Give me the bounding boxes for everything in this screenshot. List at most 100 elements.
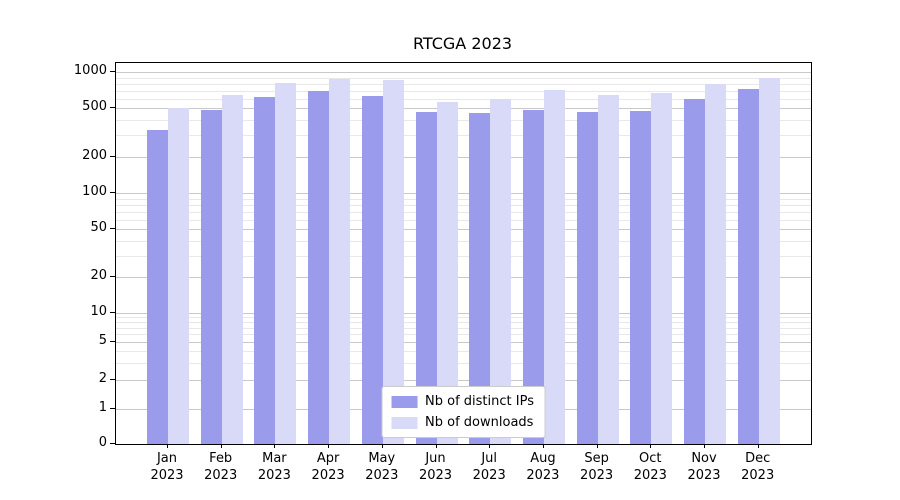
x-tick-mark: [381, 444, 383, 448]
bar-distinct-ips: [415, 111, 437, 444]
y-tick-label: 2: [98, 371, 107, 387]
legend-swatch-distinct-ips: [391, 395, 418, 408]
y-tick-label: 100: [82, 184, 107, 199]
gridline-major: [116, 341, 811, 343]
y-tick-label: 20: [90, 267, 107, 283]
gridline-minor: [116, 317, 811, 319]
y-tick-mark: [110, 443, 115, 444]
gridline-minor: [116, 363, 811, 365]
gridline-major: [116, 156, 811, 158]
x-tick-month: Feb: [209, 451, 233, 466]
x-tick-year: 2023: [204, 468, 238, 483]
x-tick-mark: [542, 444, 544, 448]
x-tick-mark: [596, 444, 598, 448]
x-tick-month: Nov: [691, 451, 717, 466]
chart-title: RTCGA 2023: [412, 34, 513, 53]
gridline-minor: [116, 240, 811, 242]
bar-downloads: [758, 78, 780, 444]
bar-distinct-ips: [576, 111, 598, 444]
y-tick-mark: [110, 228, 115, 230]
bar-distinct-ips: [308, 90, 330, 444]
x-tick-label: Dec 2023: [723, 450, 793, 484]
bar-distinct-ips: [522, 109, 544, 444]
x-tick-mark: [489, 444, 491, 448]
x-tick-label: Apr 2023: [293, 450, 363, 484]
x-tick-year: 2023: [472, 468, 506, 483]
gridline-minor: [116, 327, 811, 329]
gridline-minor: [116, 204, 811, 206]
x-tick-label: Oct 2023: [615, 450, 685, 484]
y-tick-label: 500: [82, 99, 107, 115]
y-tick-label: 1: [98, 400, 107, 415]
bar-downloads: [543, 90, 565, 444]
y-tick-label: 50: [90, 220, 107, 236]
y-tick-mark: [110, 312, 115, 313]
bar-downloads: [168, 107, 189, 444]
bar-distinct-ips: [737, 88, 759, 444]
x-tick-month: Mar: [262, 451, 287, 466]
gridline-minor: [116, 83, 811, 85]
bar-distinct-ips: [254, 97, 276, 444]
legend: Nb of distinct IPs Nb of downloads: [381, 386, 546, 438]
gridline-major: [116, 380, 811, 382]
gridline-minor: [116, 198, 811, 200]
bar-distinct-ips: [200, 109, 222, 444]
bar-downloads: [221, 94, 243, 444]
x-tick-label: Jan 2023: [132, 450, 202, 484]
x-tick-mark: [167, 444, 168, 448]
y-tick-label: 5: [98, 332, 107, 348]
x-tick-month: Aug: [530, 451, 556, 466]
x-tick-year: 2023: [580, 468, 614, 483]
x-tick-label: Feb 2023: [186, 450, 256, 484]
y-tick-mark: [110, 408, 115, 409]
x-tick-month: May: [368, 451, 396, 466]
bar-distinct-ips: [469, 112, 491, 444]
gridline-minor: [116, 98, 811, 100]
legend-swatch-downloads: [391, 416, 418, 429]
y-tick-mark: [110, 379, 115, 381]
gridline-minor: [116, 90, 811, 92]
x-tick-year: 2023: [150, 468, 184, 483]
x-tick-year: 2023: [687, 468, 721, 483]
x-tick-mark: [274, 444, 276, 448]
x-tick-year: 2023: [741, 468, 775, 483]
gridline-minor: [116, 77, 811, 79]
y-tick-label: 1000: [73, 63, 107, 78]
x-tick-label: Jun 2023: [401, 450, 471, 484]
plot-area: Nb of distinct IPs Nb of downloads: [115, 62, 812, 445]
x-tick-mark: [435, 444, 437, 448]
x-tick-month: Jul: [481, 451, 498, 466]
x-tick-mark: [757, 444, 759, 448]
bar-downloads: [275, 83, 297, 444]
bar-downloads: [436, 101, 458, 444]
y-tick-mark: [110, 275, 115, 277]
x-tick-month: Oct: [639, 451, 662, 466]
y-tick-mark: [110, 107, 115, 109]
gridline-major: [116, 72, 811, 73]
x-tick-year: 2023: [633, 468, 667, 483]
gridline-minor: [116, 334, 811, 336]
bar-downloads: [329, 78, 351, 444]
y-tick-label: 0: [98, 435, 107, 450]
x-tick-label: Sep 2023: [562, 450, 632, 484]
legend-label-downloads: Nb of downloads: [425, 415, 534, 430]
x-tick-label: Jul 2023: [454, 450, 524, 484]
y-tick-label: 200: [82, 147, 107, 163]
gridline-minor: [116, 135, 811, 137]
y-tick-label: 10: [90, 304, 107, 319]
legend-entry-downloads: Nb of downloads: [391, 415, 534, 430]
bar-distinct-ips: [147, 130, 168, 444]
legend-entry-distinct-ips: Nb of distinct IPs: [391, 394, 534, 409]
gridline-major: [116, 229, 811, 231]
x-tick-mark: [220, 444, 222, 448]
x-tick-label: Aug 2023: [508, 450, 578, 484]
x-tick-year: 2023: [311, 468, 345, 483]
x-tick-month: Dec: [745, 451, 771, 466]
x-tick-month: Apr: [316, 451, 340, 466]
x-tick-mark: [650, 444, 652, 448]
x-tick-mark: [704, 444, 705, 448]
x-tick-year: 2023: [365, 468, 399, 483]
x-tick-month: Sep: [584, 451, 609, 466]
gridline-minor: [116, 255, 811, 257]
